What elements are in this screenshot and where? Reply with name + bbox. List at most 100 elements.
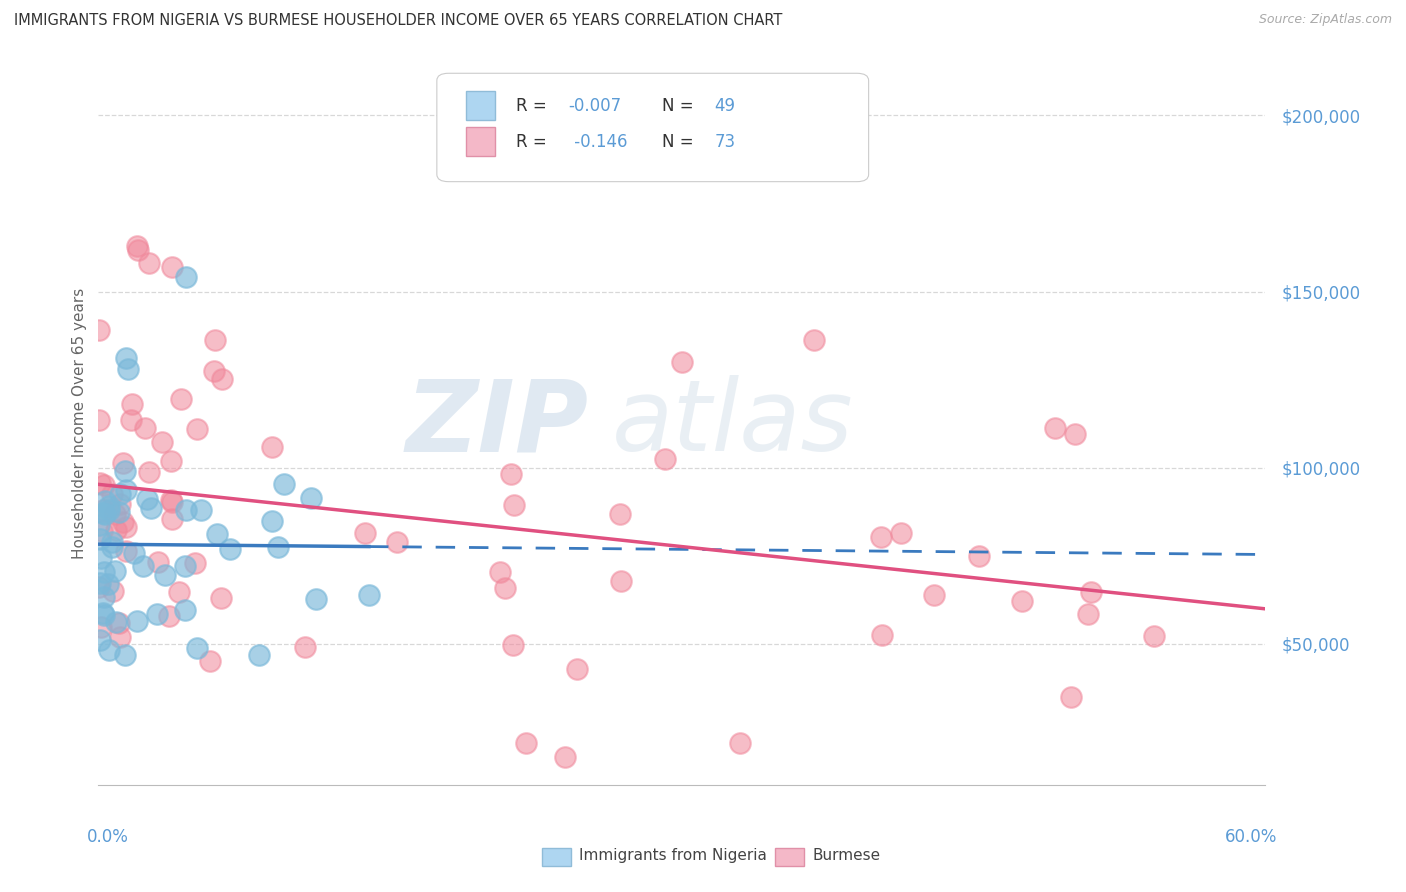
Point <box>967 549 990 564</box>
Point <box>108 506 131 520</box>
Point <box>294 640 316 654</box>
Point <box>211 372 233 386</box>
Point <box>502 638 524 652</box>
Point <box>148 555 170 569</box>
Point <box>105 615 128 630</box>
Point <box>186 640 208 655</box>
Point <box>499 467 522 481</box>
Point <box>101 584 124 599</box>
Point <box>205 526 228 541</box>
Point <box>104 507 127 521</box>
Point <box>209 591 232 606</box>
Text: Source: ZipAtlas.com: Source: ZipAtlas.com <box>1258 13 1392 27</box>
Point <box>100 535 122 549</box>
Point <box>108 630 131 644</box>
Point <box>91 607 114 621</box>
Point <box>174 270 197 285</box>
Point <box>204 363 226 377</box>
Point <box>104 564 127 578</box>
Point <box>150 435 173 450</box>
Text: 60.0%: 60.0% <box>1225 829 1277 847</box>
Point <box>121 397 143 411</box>
Point <box>204 333 226 347</box>
Point <box>1077 607 1099 621</box>
Point <box>104 523 127 537</box>
Point <box>1011 594 1033 608</box>
Point <box>869 531 891 545</box>
Point <box>98 643 121 657</box>
Point <box>565 662 588 676</box>
Point <box>167 584 190 599</box>
Point <box>174 559 197 574</box>
Point <box>1060 690 1083 704</box>
Point <box>890 526 912 541</box>
Point <box>160 492 183 507</box>
FancyBboxPatch shape <box>541 847 571 866</box>
Text: Burmese: Burmese <box>813 848 880 863</box>
Point <box>89 476 111 491</box>
Point <box>115 483 138 497</box>
Text: ZIP: ZIP <box>405 376 589 472</box>
Point <box>502 498 524 512</box>
Point <box>91 524 114 539</box>
Point <box>922 588 945 602</box>
Point <box>114 648 136 663</box>
Point <box>654 452 676 467</box>
Point <box>93 590 115 604</box>
Point <box>299 491 322 505</box>
Point <box>260 441 283 455</box>
Text: 49: 49 <box>714 97 735 115</box>
Point <box>218 541 240 556</box>
Text: N =: N = <box>662 133 699 151</box>
Point <box>127 243 149 257</box>
Text: R =: R = <box>516 133 553 151</box>
FancyBboxPatch shape <box>437 73 869 182</box>
Text: N =: N = <box>662 97 699 115</box>
Text: atlas: atlas <box>612 376 853 472</box>
Point <box>89 323 111 337</box>
Point <box>354 526 377 541</box>
Point <box>730 736 752 750</box>
Text: 73: 73 <box>714 133 735 151</box>
Point <box>489 565 512 579</box>
Point <box>267 540 290 554</box>
Point <box>101 540 124 554</box>
Point <box>170 392 193 407</box>
Point <box>89 633 111 648</box>
Point <box>671 355 693 369</box>
Point <box>89 576 111 591</box>
Point <box>160 511 183 525</box>
Text: IMMIGRANTS FROM NIGERIA VS BURMESE HOUSEHOLDER INCOME OVER 65 YEARS CORRELATION : IMMIGRANTS FROM NIGERIA VS BURMESE HOUSE… <box>14 13 782 29</box>
Point <box>101 486 124 500</box>
Point <box>494 581 516 595</box>
Point <box>872 628 894 642</box>
Point <box>112 456 135 470</box>
Point <box>94 494 117 508</box>
Y-axis label: Householder Income Over 65 years: Householder Income Over 65 years <box>72 288 87 559</box>
Point <box>90 551 112 566</box>
Point <box>93 506 115 520</box>
Point <box>93 565 115 579</box>
Text: 0.0%: 0.0% <box>87 829 128 847</box>
Point <box>114 464 136 478</box>
Point <box>93 607 115 622</box>
Point <box>132 558 155 573</box>
Point <box>139 500 162 515</box>
Text: -0.007: -0.007 <box>568 97 621 115</box>
Point <box>1043 420 1066 434</box>
Point <box>1064 427 1087 442</box>
Point <box>124 546 146 560</box>
Point <box>160 495 183 509</box>
Point <box>174 603 197 617</box>
Point <box>162 260 184 274</box>
Point <box>186 422 208 436</box>
Point <box>97 502 120 516</box>
Point <box>125 614 148 628</box>
Point <box>305 592 328 607</box>
Point <box>190 503 212 517</box>
Point <box>89 580 111 594</box>
Point <box>91 503 114 517</box>
Point <box>117 362 139 376</box>
FancyBboxPatch shape <box>775 847 804 866</box>
Point <box>273 477 295 491</box>
